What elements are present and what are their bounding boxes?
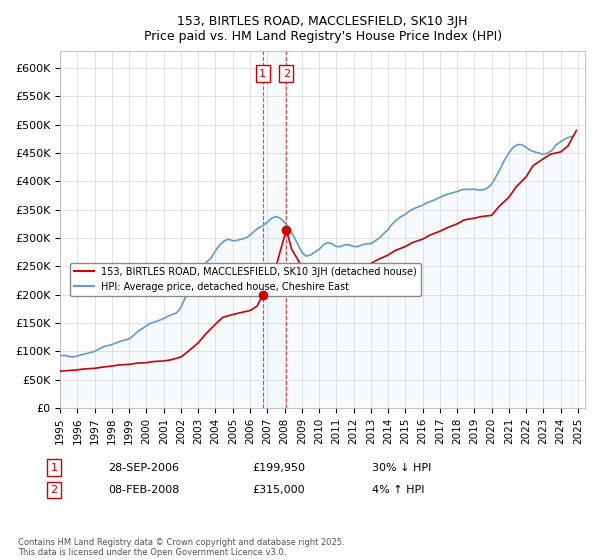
Bar (263, 51, 286, 408)
Text: £199,950: £199,950 (252, 463, 305, 473)
Text: 30% ↓ HPI: 30% ↓ HPI (372, 463, 431, 473)
Legend: 153, BIRTLES ROAD, MACCLESFIELD, SK10 3JH (detached house), HPI: Average price, : 153, BIRTLES ROAD, MACCLESFIELD, SK10 3J… (70, 263, 421, 296)
Text: 1: 1 (50, 463, 58, 473)
Text: 4% ↑ HPI: 4% ↑ HPI (372, 485, 425, 495)
Text: 1: 1 (259, 69, 266, 79)
Text: 08-FEB-2008: 08-FEB-2008 (108, 485, 179, 495)
Text: 2: 2 (283, 69, 290, 79)
Text: £315,000: £315,000 (252, 485, 305, 495)
Text: 2: 2 (50, 485, 58, 495)
Title: 153, BIRTLES ROAD, MACCLESFIELD, SK10 3JH
Price paid vs. HM Land Registry's Hous: 153, BIRTLES ROAD, MACCLESFIELD, SK10 3J… (143, 15, 502, 43)
Text: Contains HM Land Registry data © Crown copyright and database right 2025.
This d: Contains HM Land Registry data © Crown c… (18, 538, 344, 557)
Text: 28-SEP-2006: 28-SEP-2006 (108, 463, 179, 473)
